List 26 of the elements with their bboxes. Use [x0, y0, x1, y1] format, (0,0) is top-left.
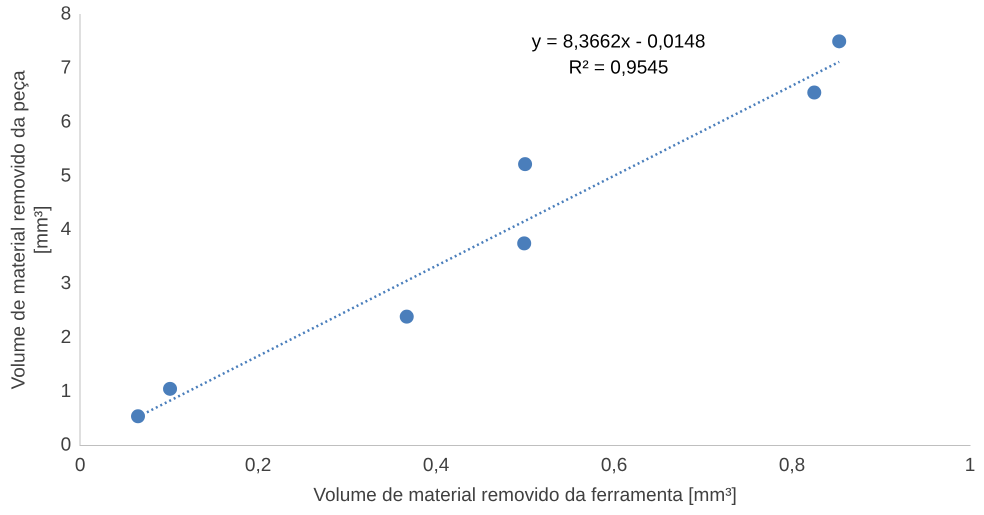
y-tick-label: 4	[60, 219, 72, 240]
point	[163, 382, 178, 396]
annotation: y = 8,3662x - 0,0148	[532, 32, 706, 53]
y-tick-label: 7	[60, 58, 72, 79]
x-tick-label: 0,2	[244, 455, 272, 476]
x-tick-label: 0	[74, 455, 86, 476]
point	[518, 157, 532, 172]
y-tick-label: 1	[60, 380, 72, 402]
point	[517, 236, 532, 250]
y-tick-label: 6	[60, 111, 72, 132]
x-axis-title: Volume de material removido da ferramenta [mm³]	[313, 484, 737, 506]
x-tick-label: 0,6	[600, 455, 628, 476]
point	[807, 86, 822, 100]
annotation: R² = 0,9545	[568, 58, 668, 79]
y-tick-label: 0	[60, 434, 72, 456]
y-tick-label: 3	[60, 273, 72, 294]
x-tick-label: 1	[964, 455, 976, 476]
point	[131, 409, 146, 424]
y-axis-title: Volume de material removido da peça [mm³]	[8, 70, 52, 390]
x-tick-label: 0,8	[778, 455, 806, 476]
y-tick-label: 2	[60, 326, 72, 348]
x-tick-label: 0,4	[422, 455, 450, 476]
point	[832, 34, 846, 48]
y-tick-label: 8	[60, 4, 72, 25]
y-tick-label: 5	[60, 165, 72, 186]
point	[400, 310, 414, 324]
